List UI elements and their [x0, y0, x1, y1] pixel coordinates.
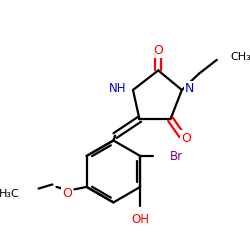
Text: N: N: [185, 82, 194, 95]
Text: O: O: [62, 187, 72, 200]
Text: O: O: [153, 44, 163, 57]
Text: O: O: [181, 132, 191, 144]
Text: NH: NH: [109, 82, 126, 95]
Text: Br: Br: [170, 150, 183, 163]
Text: H₃C: H₃C: [0, 189, 20, 199]
Text: OH: OH: [131, 213, 149, 226]
Text: CH₃: CH₃: [230, 52, 250, 62]
